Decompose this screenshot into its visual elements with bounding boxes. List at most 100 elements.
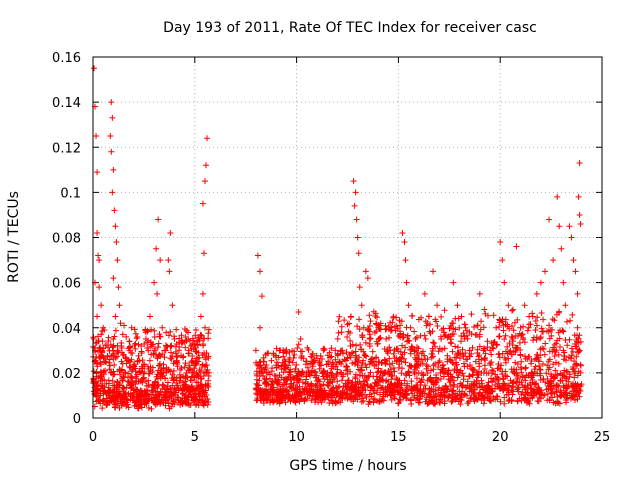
data-point	[318, 362, 325, 369]
data-point	[273, 364, 280, 371]
data-point	[538, 309, 545, 316]
data-point	[138, 348, 145, 355]
data-point	[485, 383, 492, 390]
data-point	[366, 336, 373, 343]
data-point	[427, 321, 434, 328]
data-point	[159, 324, 166, 331]
data-point	[118, 358, 125, 365]
data-point	[535, 398, 542, 405]
data-point	[280, 369, 287, 376]
data-point	[482, 386, 489, 393]
data-point	[548, 383, 555, 390]
data-point	[557, 344, 564, 351]
data-point	[383, 358, 390, 365]
data-point	[109, 378, 116, 385]
data-point	[523, 399, 530, 406]
data-points	[90, 65, 585, 412]
data-point	[544, 376, 551, 383]
data-point	[457, 338, 464, 345]
data-point	[509, 384, 516, 391]
data-point	[349, 349, 356, 356]
data-point	[356, 372, 363, 379]
data-point	[312, 396, 319, 403]
data-point	[541, 351, 548, 358]
data-point	[532, 317, 539, 324]
data-point	[440, 329, 447, 336]
data-point	[360, 397, 367, 404]
data-point	[95, 252, 102, 259]
data-point	[429, 328, 436, 335]
x-axis-title: GPS time / hours	[289, 458, 406, 474]
data-point	[494, 383, 501, 390]
data-point	[499, 257, 506, 264]
data-point	[332, 347, 339, 354]
data-point	[456, 324, 463, 331]
data-point	[449, 331, 456, 338]
data-point	[394, 380, 401, 387]
data-point	[442, 392, 449, 399]
data-point	[156, 351, 163, 358]
data-point	[192, 391, 199, 398]
data-point	[528, 374, 535, 381]
data-point	[500, 327, 507, 334]
data-point	[375, 321, 382, 328]
data-point	[522, 364, 529, 371]
data-point	[480, 345, 487, 352]
data-point	[205, 335, 212, 342]
data-point	[94, 313, 101, 320]
data-point	[514, 397, 521, 404]
data-point	[98, 302, 105, 309]
data-point	[551, 346, 558, 353]
data-point	[204, 396, 211, 403]
data-point	[292, 365, 299, 372]
data-point	[167, 349, 174, 356]
data-point	[94, 333, 101, 340]
data-point	[172, 343, 179, 350]
data-point	[145, 404, 152, 411]
data-point	[548, 332, 555, 339]
data-point	[205, 330, 212, 337]
data-point	[169, 302, 176, 309]
data-point	[258, 293, 265, 300]
data-point	[374, 340, 381, 347]
x-tick-label: 25	[594, 430, 611, 445]
data-point	[370, 358, 377, 365]
data-point	[352, 386, 359, 393]
data-point	[145, 347, 152, 354]
data-point	[347, 337, 354, 344]
data-point	[278, 374, 285, 381]
data-point	[152, 397, 159, 404]
data-point	[371, 390, 378, 397]
data-point	[156, 362, 163, 369]
data-point	[289, 347, 296, 354]
data-point	[437, 376, 444, 383]
data-point	[359, 360, 366, 367]
data-point	[551, 341, 558, 348]
data-point	[413, 344, 420, 351]
data-point	[480, 400, 487, 407]
data-point	[446, 325, 453, 332]
data-point	[570, 363, 577, 370]
data-point	[436, 399, 443, 406]
data-point	[334, 351, 341, 358]
data-point	[162, 402, 169, 409]
data-point	[380, 393, 387, 400]
data-point	[385, 367, 392, 374]
data-point	[199, 290, 206, 297]
data-point	[95, 337, 102, 344]
data-point	[200, 335, 207, 342]
data-point	[445, 394, 452, 401]
data-point	[564, 342, 571, 349]
data-point	[562, 302, 569, 309]
data-point	[379, 396, 386, 403]
data-point	[187, 377, 194, 384]
data-point	[428, 354, 435, 361]
data-point	[164, 383, 171, 390]
data-point	[537, 346, 544, 353]
data-point	[576, 347, 583, 354]
data-point	[401, 349, 408, 356]
data-point	[111, 382, 118, 389]
data-point	[269, 365, 276, 372]
data-point	[181, 326, 188, 333]
data-point	[540, 392, 547, 399]
